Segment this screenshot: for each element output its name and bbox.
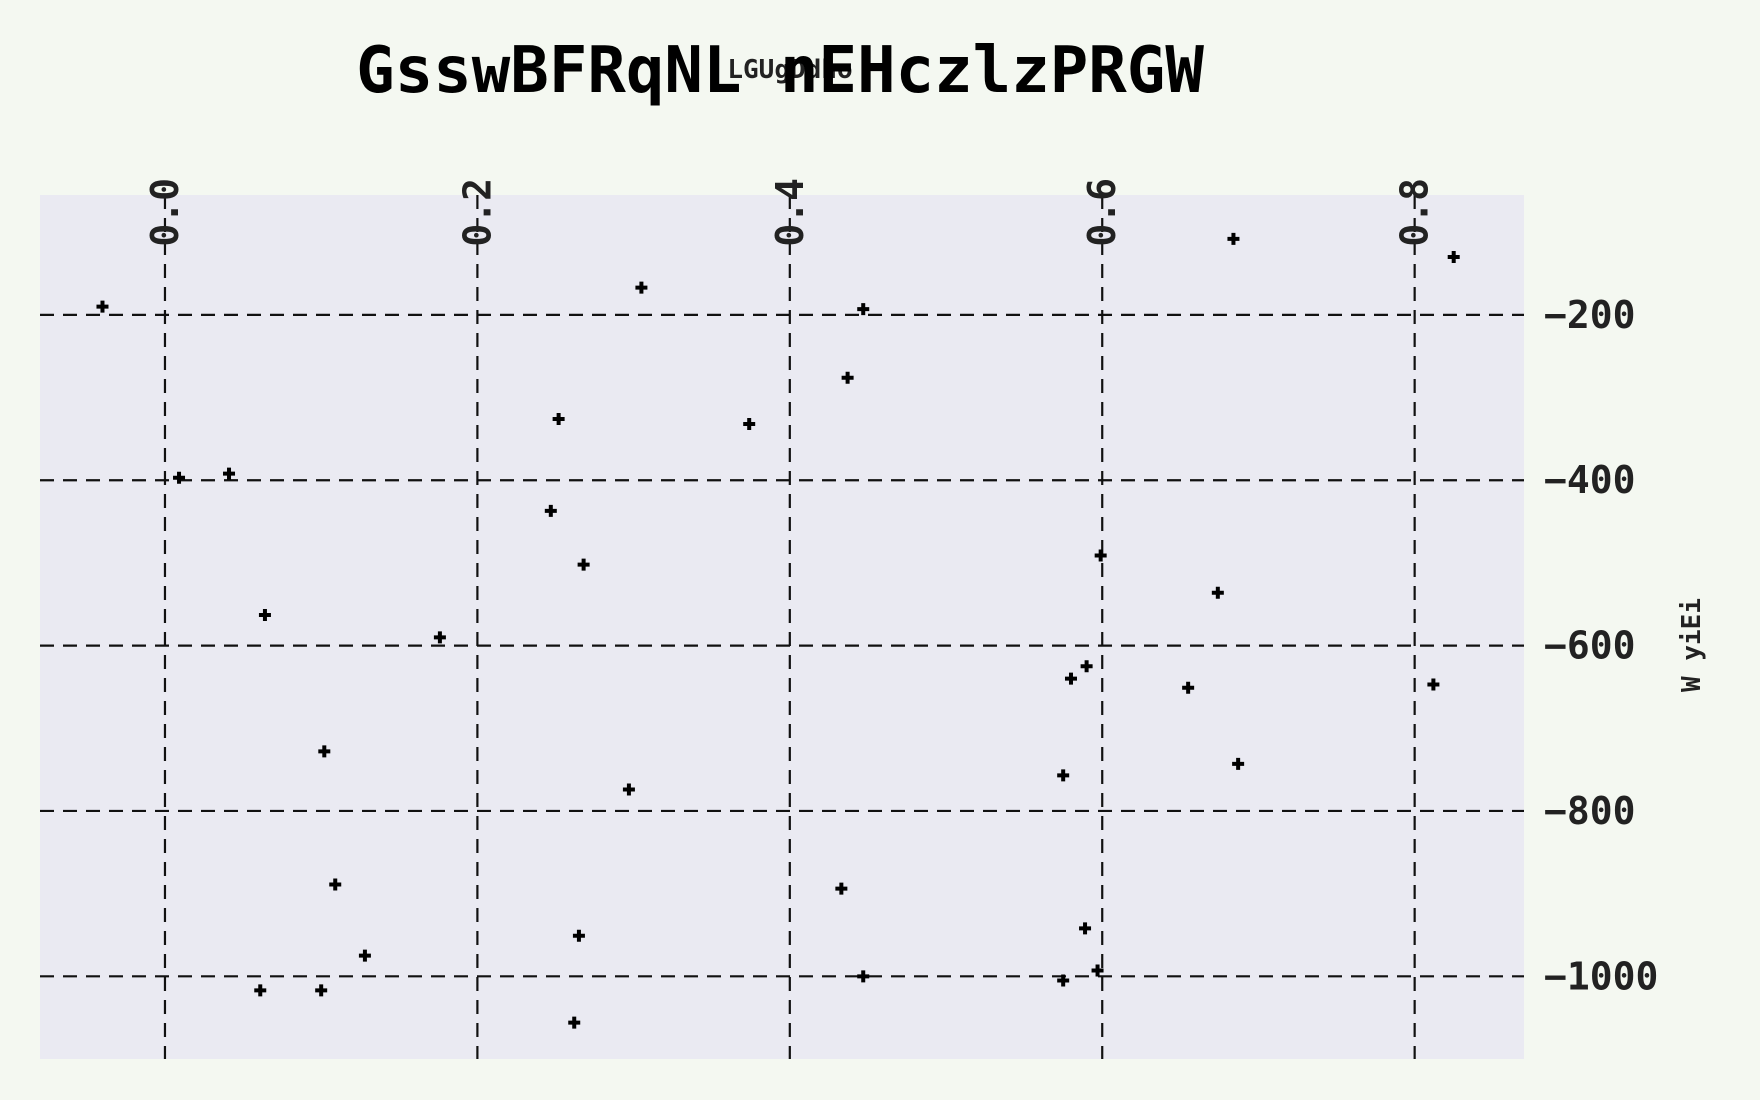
y-tick-label: −200	[1544, 293, 1636, 337]
data-point	[1079, 922, 1092, 935]
data-point	[1227, 232, 1240, 245]
plot-area	[40, 195, 1524, 1059]
data-point	[572, 929, 585, 942]
data-point	[318, 745, 331, 758]
data-points	[96, 232, 1460, 1029]
data-point	[1182, 681, 1195, 694]
data-point	[635, 281, 648, 294]
data-point	[1232, 757, 1245, 770]
data-point	[1091, 964, 1104, 977]
data-point	[568, 1016, 581, 1029]
x-tick-label: 0.8	[1393, 178, 1437, 247]
data-point	[329, 878, 342, 891]
x-tick-label: 0.6	[1080, 178, 1124, 247]
data-point	[223, 467, 236, 480]
data-point	[1094, 549, 1107, 562]
data-point	[857, 303, 870, 316]
data-point	[552, 413, 565, 426]
data-point	[1057, 769, 1070, 782]
y-axis-label: W yiEi	[1677, 598, 1707, 692]
grid-lines	[40, 195, 1524, 1059]
x-tick-label: 0.2	[455, 178, 499, 247]
x-tick-label: 0.0	[143, 178, 187, 247]
data-point	[622, 783, 635, 796]
data-point	[1057, 974, 1070, 987]
data-point	[258, 609, 271, 622]
x-tick-label: 0.4	[768, 178, 812, 247]
data-point	[1447, 251, 1460, 264]
data-point	[1080, 660, 1093, 673]
data-point	[1427, 678, 1440, 691]
data-point	[433, 631, 446, 644]
data-point	[96, 300, 109, 313]
y-tick-label: −800	[1544, 789, 1636, 833]
data-point	[1211, 586, 1224, 599]
data-point	[577, 558, 590, 571]
data-point	[254, 984, 267, 997]
x-tick-labels: 0.0 0.2 0.4 0.6 0.8	[143, 178, 1437, 247]
data-point	[743, 418, 756, 431]
data-point	[857, 970, 870, 983]
data-point	[841, 371, 854, 384]
data-point	[1064, 672, 1077, 685]
data-point	[544, 504, 557, 517]
data-point	[358, 949, 371, 962]
y-tick-label: −1000	[1544, 954, 1658, 998]
x-axis-label: LGUgDdho	[727, 55, 852, 85]
chart-title: GsswBFRqNL nEHczlzPRGW	[356, 34, 1204, 108]
data-point	[173, 471, 186, 484]
y-tick-label: −600	[1544, 624, 1636, 668]
y-tick-label: −400	[1544, 458, 1636, 502]
data-point	[315, 984, 328, 997]
data-point	[835, 882, 848, 895]
y-tick-labels: −200 −400 −600 −800 −1000	[1544, 293, 1658, 998]
